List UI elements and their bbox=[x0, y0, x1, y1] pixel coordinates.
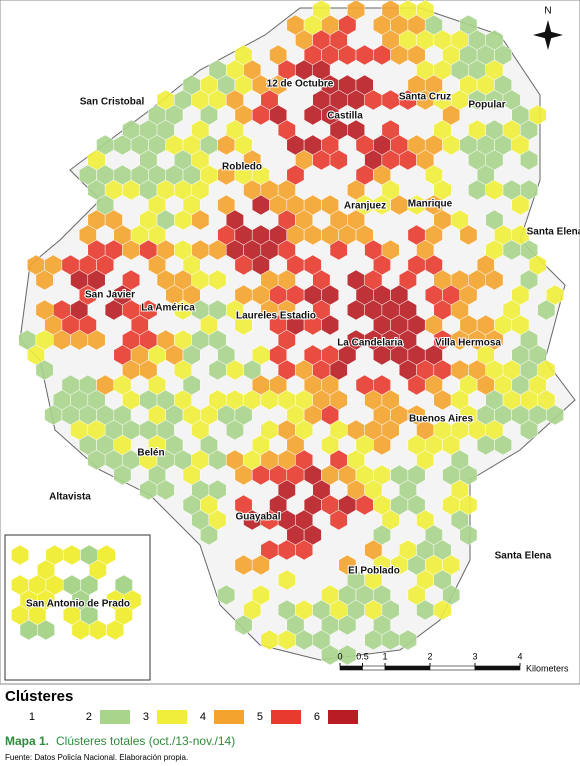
hex-cell bbox=[398, 629, 417, 651]
hex-cell bbox=[113, 464, 132, 486]
hex-cell bbox=[35, 269, 54, 291]
scale-tick-label: 0.5 bbox=[356, 651, 369, 661]
legend-title: Clústeres bbox=[5, 688, 73, 705]
hex-cell bbox=[11, 544, 29, 566]
legend-swatch bbox=[328, 710, 358, 724]
hex-cell bbox=[329, 149, 348, 171]
hex-cell bbox=[156, 479, 175, 501]
inset-hexes bbox=[11, 544, 142, 641]
place-label: San Antonio de Prado bbox=[26, 599, 130, 610]
scale-tick-label: 1 bbox=[382, 651, 387, 661]
hex-cell bbox=[225, 419, 244, 441]
scale-segment bbox=[362, 665, 386, 671]
place-label: Robledo bbox=[222, 162, 262, 173]
legend-label: 5 bbox=[257, 711, 263, 723]
place-label: Castilla bbox=[327, 111, 363, 122]
legend-label: 3 bbox=[143, 711, 149, 723]
place-label: El Poblado bbox=[348, 566, 400, 577]
place-label: Laureles Estadio bbox=[236, 311, 316, 322]
hex-cell bbox=[520, 419, 538, 441]
hex-cell bbox=[217, 584, 236, 606]
scale-tick-label: 4 bbox=[517, 651, 522, 661]
scale-segment bbox=[384, 665, 431, 671]
hex-cell bbox=[329, 509, 348, 531]
place-label: Santa Cruz bbox=[399, 92, 451, 103]
hex-cell bbox=[208, 269, 227, 291]
legend-swatch bbox=[43, 710, 73, 724]
place-label: Popular bbox=[468, 100, 505, 111]
place-label: Belén bbox=[137, 448, 164, 459]
hex-cell bbox=[338, 614, 357, 636]
place-label: Manrique bbox=[408, 199, 453, 210]
hex-cell bbox=[106, 619, 125, 641]
legend-swatch bbox=[100, 710, 130, 724]
legend-swatch bbox=[214, 710, 244, 724]
hex-cell bbox=[321, 314, 339, 336]
hex-cell bbox=[295, 539, 314, 561]
scale-tick-label: 0 bbox=[337, 651, 342, 661]
scale-segment bbox=[339, 665, 363, 671]
place-label: San Cristobal bbox=[80, 97, 145, 108]
hex-cell bbox=[234, 314, 253, 336]
north-label: N bbox=[544, 6, 551, 17]
place-label: Villa Hermosa bbox=[435, 338, 501, 349]
hex-cell bbox=[537, 299, 556, 321]
hex-cell bbox=[338, 644, 357, 666]
place-label: La América bbox=[141, 303, 195, 314]
place-label: San Javier bbox=[85, 290, 135, 301]
hex-cell bbox=[494, 434, 512, 456]
place-label: Santa Elena bbox=[527, 227, 580, 238]
place-label: Altavista bbox=[49, 492, 91, 503]
hex-cell bbox=[234, 614, 253, 636]
scale-segment bbox=[474, 665, 521, 671]
legend-label: 4 bbox=[200, 711, 206, 723]
hex-cell bbox=[35, 359, 54, 381]
hex-layer bbox=[18, 0, 576, 666]
scale-tick-label: 3 bbox=[472, 651, 477, 661]
hex-cell bbox=[459, 224, 478, 246]
hex-cell bbox=[546, 404, 564, 426]
place-label: Guayabal bbox=[235, 512, 280, 523]
legend-swatch bbox=[157, 710, 187, 724]
hex-cell bbox=[277, 569, 296, 591]
caption-number: Mapa 1. bbox=[5, 734, 49, 748]
legend-label: 1 bbox=[29, 711, 35, 723]
place-label: Aranjuez bbox=[344, 201, 386, 212]
place-label: Santa Elena bbox=[495, 551, 552, 562]
hex-cell bbox=[433, 599, 452, 621]
hex-cell bbox=[251, 554, 270, 576]
hex-cell bbox=[511, 194, 530, 216]
hex-cell bbox=[485, 269, 504, 291]
scale-tick-label: 2 bbox=[427, 651, 432, 661]
hex-cell bbox=[373, 434, 391, 456]
legend-label: 6 bbox=[314, 711, 320, 723]
hex-cell bbox=[191, 209, 210, 231]
north-arrow: N bbox=[533, 6, 563, 50]
source: Fuente: Datos Policía Nacional. Elaborac… bbox=[5, 753, 188, 762]
place-label: Buenos Aires bbox=[409, 414, 474, 425]
hex-cell bbox=[37, 619, 55, 641]
place-label: 12 de Octubre bbox=[267, 79, 334, 90]
place-label: La Candelaria bbox=[337, 338, 403, 349]
scale-segment bbox=[429, 665, 476, 671]
hex-cell bbox=[200, 524, 218, 546]
hex-cell bbox=[87, 329, 106, 351]
hex-cell bbox=[520, 149, 538, 171]
legend-swatch bbox=[271, 710, 301, 724]
hex-cell bbox=[329, 239, 348, 261]
hex-cell bbox=[459, 524, 478, 546]
scale-unit: Kilometers bbox=[526, 663, 569, 673]
legend-label: 2 bbox=[86, 711, 92, 723]
caption-title: Clústeres totales (oct./13-nov./14) bbox=[56, 734, 235, 748]
